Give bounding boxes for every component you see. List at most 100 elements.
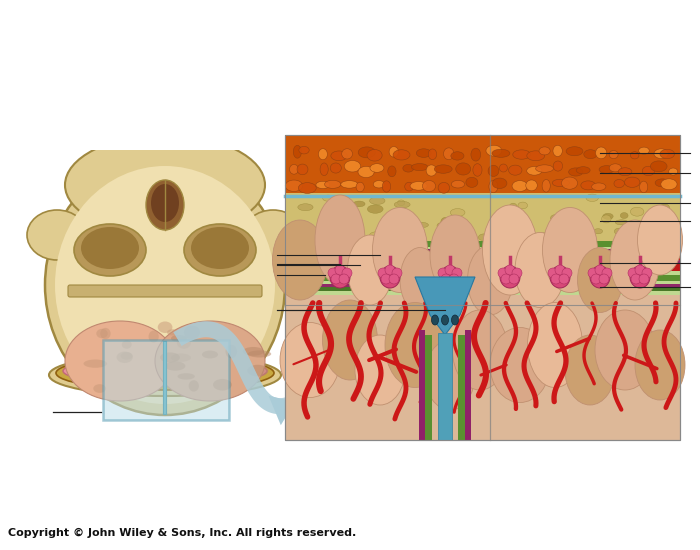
Ellipse shape xyxy=(367,150,382,161)
Ellipse shape xyxy=(548,268,558,278)
Ellipse shape xyxy=(177,337,191,349)
Ellipse shape xyxy=(660,149,675,158)
Ellipse shape xyxy=(358,166,374,178)
Ellipse shape xyxy=(430,215,480,295)
Ellipse shape xyxy=(369,232,384,240)
Ellipse shape xyxy=(615,220,628,225)
Ellipse shape xyxy=(544,259,558,269)
Ellipse shape xyxy=(353,201,365,207)
FancyBboxPatch shape xyxy=(285,275,680,281)
Ellipse shape xyxy=(599,274,609,284)
FancyBboxPatch shape xyxy=(285,243,680,295)
FancyBboxPatch shape xyxy=(285,286,680,291)
Ellipse shape xyxy=(148,331,159,343)
Ellipse shape xyxy=(81,227,139,269)
Ellipse shape xyxy=(398,208,408,218)
Ellipse shape xyxy=(405,217,416,222)
Ellipse shape xyxy=(482,205,538,295)
Ellipse shape xyxy=(478,234,490,241)
Ellipse shape xyxy=(247,365,268,377)
Ellipse shape xyxy=(165,361,186,371)
Ellipse shape xyxy=(635,330,685,400)
Ellipse shape xyxy=(501,274,511,284)
Ellipse shape xyxy=(550,214,562,222)
Ellipse shape xyxy=(280,322,340,398)
Ellipse shape xyxy=(355,335,405,405)
Ellipse shape xyxy=(610,220,660,300)
Ellipse shape xyxy=(373,180,384,188)
Ellipse shape xyxy=(410,182,427,190)
Ellipse shape xyxy=(389,274,399,284)
FancyBboxPatch shape xyxy=(285,260,680,263)
Ellipse shape xyxy=(635,265,645,275)
Ellipse shape xyxy=(325,180,341,188)
Ellipse shape xyxy=(68,358,262,380)
Ellipse shape xyxy=(462,259,476,269)
Ellipse shape xyxy=(297,164,308,175)
Ellipse shape xyxy=(654,149,668,158)
Ellipse shape xyxy=(368,205,383,213)
Ellipse shape xyxy=(412,163,428,170)
Ellipse shape xyxy=(518,202,528,209)
Ellipse shape xyxy=(521,233,531,242)
FancyBboxPatch shape xyxy=(438,333,452,440)
Ellipse shape xyxy=(452,310,507,390)
Ellipse shape xyxy=(438,227,450,234)
FancyBboxPatch shape xyxy=(458,335,465,440)
Ellipse shape xyxy=(468,245,512,315)
Ellipse shape xyxy=(331,151,347,161)
Ellipse shape xyxy=(320,163,328,175)
Ellipse shape xyxy=(339,274,349,284)
Ellipse shape xyxy=(160,353,180,362)
Ellipse shape xyxy=(155,321,265,401)
Ellipse shape xyxy=(594,229,603,234)
Ellipse shape xyxy=(358,147,375,158)
Ellipse shape xyxy=(499,164,508,172)
Ellipse shape xyxy=(508,165,522,175)
Ellipse shape xyxy=(435,259,449,269)
Ellipse shape xyxy=(562,268,572,278)
Ellipse shape xyxy=(56,356,274,390)
Ellipse shape xyxy=(440,266,460,288)
Ellipse shape xyxy=(626,259,640,269)
Ellipse shape xyxy=(299,146,309,154)
Polygon shape xyxy=(269,395,295,425)
Ellipse shape xyxy=(660,204,669,211)
Ellipse shape xyxy=(598,259,612,269)
Ellipse shape xyxy=(438,268,448,278)
Ellipse shape xyxy=(588,268,598,278)
Ellipse shape xyxy=(555,265,565,275)
Ellipse shape xyxy=(486,145,502,156)
Polygon shape xyxy=(415,277,475,335)
Ellipse shape xyxy=(526,180,538,191)
Ellipse shape xyxy=(225,345,237,358)
Ellipse shape xyxy=(631,207,644,216)
FancyBboxPatch shape xyxy=(425,335,432,440)
Ellipse shape xyxy=(489,259,503,269)
Ellipse shape xyxy=(441,274,451,284)
Ellipse shape xyxy=(452,268,462,278)
FancyBboxPatch shape xyxy=(285,249,680,253)
Ellipse shape xyxy=(512,268,522,278)
Ellipse shape xyxy=(122,340,132,349)
Ellipse shape xyxy=(452,315,458,325)
Ellipse shape xyxy=(609,164,622,172)
Ellipse shape xyxy=(450,208,465,217)
Ellipse shape xyxy=(630,266,650,288)
Ellipse shape xyxy=(65,321,175,401)
Ellipse shape xyxy=(326,259,340,269)
Ellipse shape xyxy=(513,150,531,159)
Ellipse shape xyxy=(599,166,614,173)
Ellipse shape xyxy=(536,165,554,172)
Ellipse shape xyxy=(642,268,652,278)
Ellipse shape xyxy=(601,215,611,223)
Ellipse shape xyxy=(63,357,267,385)
Ellipse shape xyxy=(356,182,364,192)
Ellipse shape xyxy=(372,207,428,293)
Ellipse shape xyxy=(298,204,313,211)
Ellipse shape xyxy=(178,373,195,380)
Ellipse shape xyxy=(441,217,450,226)
Ellipse shape xyxy=(330,163,342,173)
Ellipse shape xyxy=(602,268,612,278)
Ellipse shape xyxy=(642,166,654,175)
